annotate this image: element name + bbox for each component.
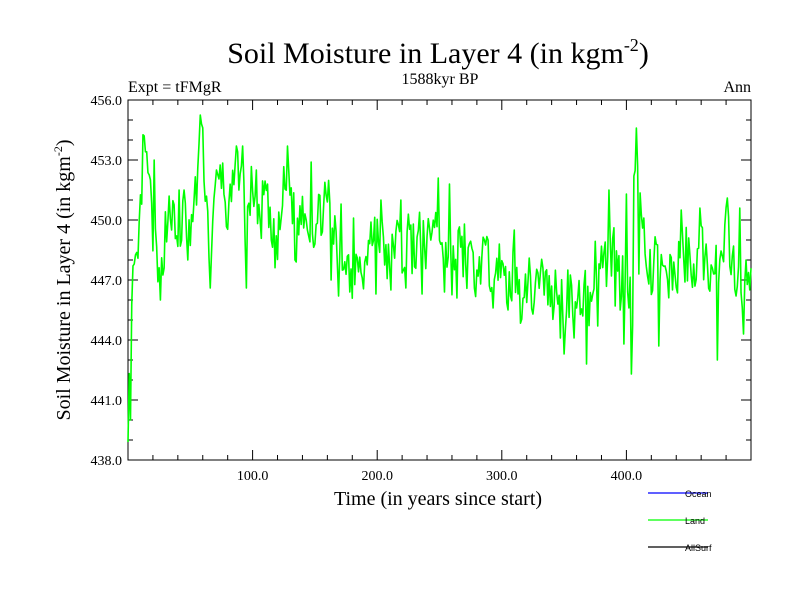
subtitle-period: 1588kyr BP [402, 71, 479, 88]
x-axis-label: Time (in years since start) [334, 488, 542, 510]
x-tick-label: 200.0 [361, 469, 393, 484]
y-axis-label-tail: ) [53, 139, 75, 146]
x-tick-label: 100.0 [237, 469, 269, 484]
chart-title-superscript: -2 [624, 35, 639, 55]
legend-label-land: Land [685, 516, 705, 526]
legend-label-allsurf: AllSurf [685, 543, 712, 553]
subtitle-season: Ann [723, 79, 751, 96]
y-axis-label: Soil Moisture in Layer 4 (in kgm-2) [51, 139, 75, 420]
y-tick-label: 453.0 [91, 154, 123, 169]
legend-label-ocean: Ocean [685, 489, 712, 499]
chart-title: Soil Moisture in Layer 4 (in kgm-2) [227, 35, 649, 70]
y-tick-label: 456.0 [91, 94, 123, 109]
x-axis: 100.0 200.0 300.0 400.0 [152, 100, 727, 484]
y-tick-label: 441.0 [91, 394, 123, 409]
x-tick-label: 300.0 [486, 469, 518, 484]
subtitle-experiment: Expt = tFMgR [128, 79, 222, 96]
y-tick-label: 438.0 [91, 454, 123, 469]
y-axis-label-superscript: -2 [51, 146, 65, 156]
x-tick-label: 400.0 [611, 469, 643, 484]
chart-title-tail: ) [639, 37, 649, 70]
series-layer [127, 114, 752, 443]
y-tick-label: 444.0 [91, 334, 123, 349]
legend: Ocean Land AllSurf [648, 489, 712, 553]
y-tick-label: 447.0 [91, 274, 123, 289]
series-line-land [127, 114, 752, 443]
y-tick-label: 450.0 [91, 214, 123, 229]
y-axis: 438.0 441.0 444.0 447.0 450.0 453.0 456.0 [91, 94, 751, 469]
